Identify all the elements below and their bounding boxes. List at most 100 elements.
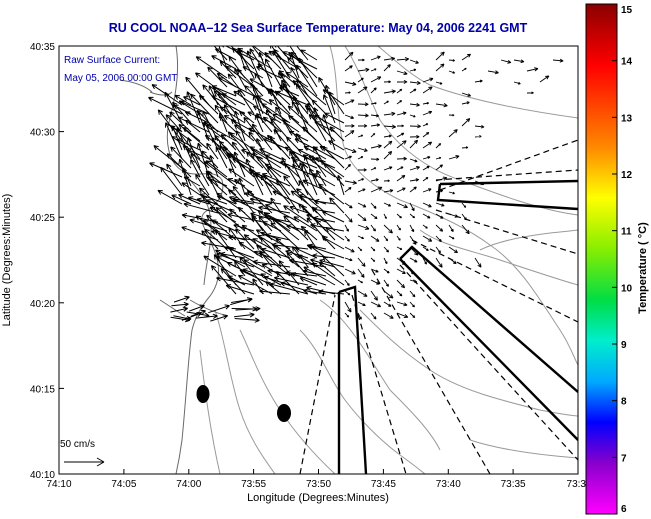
legend-line-2: May 05, 2006 00:00 GMT <box>64 73 177 84</box>
current-vector <box>448 235 455 240</box>
current-vector <box>281 157 300 187</box>
current-vector <box>383 213 387 219</box>
current-vector <box>396 124 404 128</box>
current-vector <box>225 65 255 88</box>
y-tick-label: 40:25 <box>30 213 55 224</box>
current-vector <box>208 304 230 314</box>
current-vector <box>344 186 352 193</box>
current-vector <box>422 176 429 182</box>
y-tick-label: 40:10 <box>30 470 55 481</box>
scale-arrow <box>64 457 105 467</box>
current-vector <box>357 268 365 278</box>
current-vector <box>370 257 376 262</box>
current-vector <box>256 138 273 169</box>
current-vector <box>261 263 282 277</box>
current-vector <box>272 244 300 268</box>
current-vector <box>202 195 228 223</box>
current-vector <box>282 82 309 115</box>
current-vector <box>268 99 300 124</box>
colorbar-tick-label: 13 <box>621 113 633 124</box>
current-vector <box>289 205 309 214</box>
current-vector <box>314 198 336 205</box>
x-axis-label: Longitude (Degrees:Minutes) <box>247 492 389 504</box>
current-vector <box>227 212 264 223</box>
station-marker <box>196 385 210 403</box>
current-vector <box>409 114 416 118</box>
current-vector <box>325 227 345 241</box>
current-vector <box>396 111 407 116</box>
current-vector <box>422 224 428 229</box>
current-vector <box>383 56 396 61</box>
current-vector <box>344 213 353 223</box>
current-vector <box>209 154 219 178</box>
current-vector <box>252 152 273 178</box>
current-vector <box>292 158 309 178</box>
current-vector <box>235 228 255 250</box>
current-vector <box>409 80 421 85</box>
colorbar-tick-label: 9 <box>621 340 627 351</box>
current-vector <box>357 134 364 138</box>
current-vector <box>236 68 264 97</box>
current-vector <box>254 73 273 97</box>
current-vector <box>344 99 355 105</box>
current-vector <box>383 100 389 105</box>
current-vector <box>383 189 394 193</box>
current-vector <box>243 259 273 277</box>
current-vector <box>344 180 357 185</box>
x-tick-label: 73:45 <box>371 479 396 490</box>
current-vector <box>278 70 300 88</box>
x-tick-label: 73:50 <box>306 479 331 490</box>
current-vector <box>409 59 419 64</box>
current-vector <box>296 46 309 61</box>
current-vector <box>357 312 362 320</box>
current-vector <box>198 94 219 115</box>
current-vector <box>370 246 376 252</box>
current-vector <box>336 174 345 196</box>
current-vector <box>448 155 460 160</box>
current-vector <box>157 109 183 142</box>
current-vector <box>448 59 455 62</box>
current-vector <box>461 67 467 72</box>
current-vector <box>160 166 183 196</box>
current-vector <box>357 113 369 118</box>
x-tick-label: 73:40 <box>436 479 461 490</box>
current-vector <box>292 95 309 133</box>
current-vector <box>474 125 485 129</box>
current-vector <box>448 246 458 254</box>
current-vector <box>370 312 377 320</box>
current-vector <box>298 57 318 88</box>
current-vector <box>383 89 396 94</box>
current-vector <box>357 301 366 307</box>
current-vector <box>210 314 228 322</box>
current-vector <box>227 152 255 178</box>
current-vector <box>295 83 318 115</box>
current-vector <box>461 53 471 61</box>
current-vector <box>435 143 442 149</box>
current-vector <box>370 144 382 149</box>
current-vector <box>396 268 406 274</box>
current-vector <box>148 96 183 115</box>
current-vector <box>357 290 368 297</box>
current-vector <box>267 134 282 151</box>
current-vector <box>383 301 392 307</box>
current-vector <box>256 244 282 268</box>
y-tick-label: 40:35 <box>30 42 55 53</box>
x-tick-label: 73:55 <box>241 479 266 490</box>
current-vector <box>313 107 327 133</box>
current-vector <box>344 268 356 275</box>
current-vector <box>409 290 416 298</box>
current-vector <box>231 306 258 312</box>
current-vector <box>183 202 219 214</box>
x-tick-label: 74:10 <box>46 479 71 490</box>
latitude-ticks: 40:35 40:30 40:25 40:20 40:15 40:10 <box>30 42 64 481</box>
current-vector <box>422 246 429 251</box>
scale-label: 50 cm/s <box>60 439 95 450</box>
current-vector <box>435 63 445 72</box>
current-vector <box>283 215 309 241</box>
current-vector <box>383 279 389 287</box>
current-vector <box>157 189 183 205</box>
current-vector <box>344 257 353 262</box>
colorbar-tick-label: 8 <box>621 397 627 408</box>
current-vector <box>237 89 255 115</box>
current-vector <box>318 76 336 106</box>
